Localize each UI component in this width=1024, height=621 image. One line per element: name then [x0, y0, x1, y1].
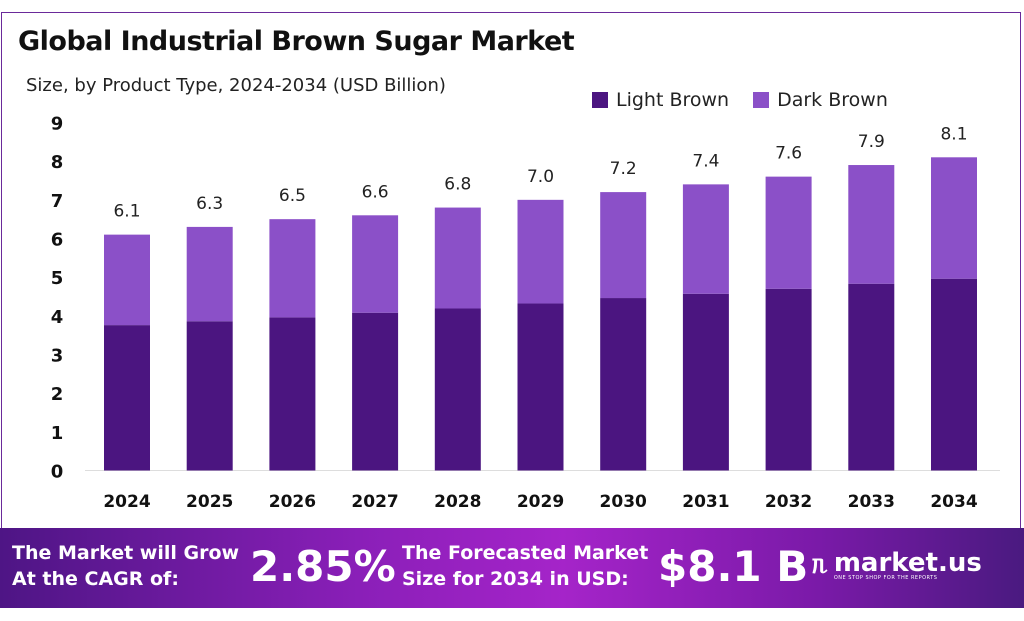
- x-tick-label: 2025: [186, 492, 233, 512]
- bar-segment-dark-brown: [600, 192, 647, 299]
- bar-chart: 0 1 2 3 4 5 6 7 8 9 6.1 2024 6.3 2025 6.5 2026 6.6 2027 6.…: [51, 114, 1000, 512]
- legend-label: Light Brown: [616, 89, 730, 111]
- bar-segment-dark-brown: [931, 157, 977, 279]
- total-data-label: 6.8: [444, 175, 471, 195]
- x-tick-label: 2026: [269, 492, 316, 512]
- chart-subtitle: Size, by Product Type, 2024-2034 (USD Bi…: [26, 75, 446, 96]
- legend-swatch-dark-brown: [753, 92, 770, 108]
- bar-segment-light-brown: [269, 317, 316, 471]
- forecast-label-line1: The Forecasted Market: [402, 542, 649, 564]
- total-data-label: 7.9: [858, 132, 885, 152]
- logo-icon: ᥰ: [812, 550, 828, 580]
- x-tick-label: 2029: [517, 492, 564, 512]
- legend: Light Brown Dark Brown: [592, 89, 888, 111]
- bar-segment-light-brown: [931, 278, 977, 471]
- logo-text: market.us: [833, 547, 982, 578]
- legend-label: Dark Brown: [777, 89, 888, 111]
- y-tick-label: 2: [51, 384, 64, 405]
- forecast-label: The Forecasted Market Size for 2034 in U…: [402, 540, 648, 592]
- cagr-label: The Market will Grow At the CAGR of:: [12, 540, 239, 592]
- bar-segment-light-brown: [600, 298, 647, 471]
- footer-banner: The Market will Grow At the CAGR of: 2.8…: [0, 528, 1024, 608]
- x-tick-label: 2027: [351, 492, 398, 512]
- x-tick-label: 2028: [434, 492, 481, 512]
- chart-title: Global Industrial Brown Sugar Market: [18, 26, 575, 57]
- bar-segment-dark-brown: [104, 234, 150, 326]
- total-data-label: 7.0: [527, 167, 554, 187]
- y-tick-label: 9: [51, 114, 64, 135]
- bar-segment-light-brown: [682, 293, 729, 471]
- cagr-label-line2: At the CAGR of:: [12, 568, 179, 590]
- total-data-label: 7.4: [692, 151, 719, 171]
- y-tick-label: 7: [51, 191, 64, 212]
- logo-tagline: ONE STOP SHOP FOR THE REPORTS: [833, 574, 938, 581]
- bar-segment-light-brown: [352, 312, 399, 471]
- cagr-value: 2.85%: [250, 542, 396, 591]
- bar-segment-light-brown: [765, 288, 812, 471]
- marketus-logo: ᥰ market.us ONE STOP SHOP FOR THE REPORT…: [812, 550, 982, 581]
- legend-item-dark-brown: Dark Brown: [753, 89, 888, 111]
- total-data-label: 7.2: [610, 159, 637, 179]
- total-data-label: 6.6: [362, 182, 389, 202]
- y-tick-label: 3: [51, 346, 64, 367]
- x-tick-label: 2032: [765, 492, 812, 512]
- forecast-value: $8.1 B: [658, 542, 809, 591]
- y-tick-label: 5: [51, 268, 64, 289]
- x-tick-label: 2033: [848, 492, 895, 512]
- total-data-label: 8.1: [940, 124, 967, 144]
- x-tick-label: 2030: [600, 492, 647, 512]
- x-tick-label: 2034: [930, 492, 977, 512]
- bar-segment-dark-brown: [765, 176, 812, 289]
- y-tick-label: 0: [51, 462, 64, 483]
- x-tick-label: 2031: [682, 492, 729, 512]
- y-tick-label: 6: [51, 230, 64, 251]
- cagr-label-line1: The Market will Grow: [12, 542, 240, 564]
- legend-item-light-brown: Light Brown: [592, 89, 729, 111]
- y-tick-label: 8: [51, 152, 64, 173]
- bar-segment-dark-brown: [517, 199, 564, 304]
- bar-segment-light-brown: [434, 308, 481, 471]
- total-data-label: 6.5: [279, 186, 306, 206]
- bar-segment-light-brown: [848, 283, 895, 471]
- bar-segment-dark-brown: [269, 219, 316, 318]
- y-tick-label: 4: [51, 307, 64, 328]
- forecast-label-line2: Size for 2034 in USD:: [402, 568, 629, 590]
- total-data-label: 6.3: [196, 194, 223, 214]
- x-tick-label: 2024: [103, 492, 150, 512]
- bar-segment-light-brown: [517, 303, 564, 471]
- bar-segment-dark-brown: [352, 215, 399, 313]
- legend-swatch-light-brown: [592, 92, 608, 108]
- bar-segment-dark-brown: [682, 184, 729, 294]
- bar-segment-light-brown: [104, 325, 150, 471]
- y-tick-label: 1: [51, 423, 64, 444]
- bar-segment-light-brown: [186, 321, 233, 471]
- total-data-label: 7.6: [775, 144, 802, 164]
- bar-segment-dark-brown: [186, 226, 233, 322]
- bar-segment-dark-brown: [848, 165, 895, 284]
- total-data-label: 6.1: [113, 202, 140, 222]
- bar-segment-dark-brown: [434, 207, 481, 309]
